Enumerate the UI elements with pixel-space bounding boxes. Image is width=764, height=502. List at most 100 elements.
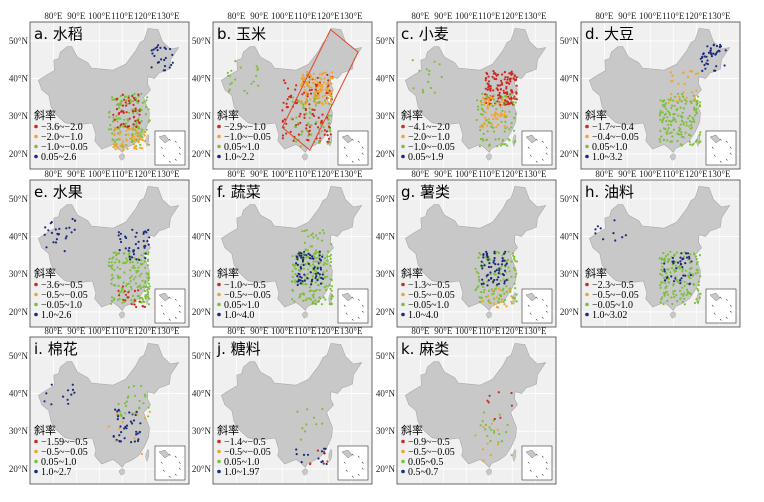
county-point [150, 66, 153, 69]
county-point [153, 54, 156, 58]
county-point [291, 100, 294, 103]
county-point [660, 298, 663, 301]
county-point [117, 284, 120, 287]
county-point [308, 89, 311, 92]
county-point [135, 430, 138, 433]
county-point [496, 250, 499, 254]
legend-heading: 斜率 [401, 108, 423, 122]
county-point [311, 108, 314, 111]
county-point [127, 94, 130, 98]
county-point [492, 70, 495, 73]
county-point [285, 102, 288, 105]
lon-tick-label: 110°E [662, 169, 685, 179]
county-point [500, 263, 504, 266]
county-point [706, 45, 709, 48]
county-point [680, 144, 684, 147]
county-point [119, 240, 123, 244]
county-point [709, 49, 712, 53]
county-point [694, 114, 697, 117]
county-point [138, 275, 141, 278]
county-point [303, 78, 306, 81]
inset-coast [341, 134, 353, 144]
county-point [327, 96, 330, 100]
county-point [318, 276, 321, 279]
county-point [486, 280, 489, 283]
county-point [499, 105, 502, 109]
inset-dash [545, 467, 548, 470]
lon-tick-label: 110°E [294, 326, 317, 336]
county-point [661, 281, 664, 284]
county-point [148, 410, 151, 413]
panel-frame [396, 179, 557, 328]
legend-item-label: −0.5~−0.05 [41, 447, 88, 458]
county-point [305, 129, 308, 132]
county-point [293, 279, 296, 282]
lat-tick-label: 40°N [9, 232, 29, 242]
inset-dash [729, 304, 732, 307]
lon-tick-label: 90°E [250, 11, 269, 21]
county-point [314, 104, 317, 107]
county-point [498, 267, 501, 270]
county-point [125, 111, 128, 114]
county-point [677, 261, 680, 264]
county-point [111, 264, 114, 267]
inset-dash [174, 158, 177, 161]
county-point [294, 281, 297, 284]
county-point [680, 133, 683, 136]
county-point [514, 275, 517, 278]
legend-item-label: −1.4~−0.5 [224, 437, 266, 448]
county-point [323, 261, 326, 264]
county-point [692, 120, 696, 123]
county-point [665, 131, 668, 134]
legend-item-label: −3.6~−0.5 [41, 280, 83, 291]
county-point [667, 280, 670, 284]
county-point [125, 283, 129, 286]
county-point [498, 269, 501, 272]
county-point [307, 252, 310, 255]
county-point [686, 282, 689, 285]
county-point [427, 80, 430, 83]
county-point [670, 131, 673, 134]
county-point [502, 278, 505, 281]
county-point [136, 286, 139, 289]
county-point [151, 52, 154, 55]
lon-tick-label: 120°E [317, 11, 340, 21]
county-point [117, 231, 120, 234]
county-point [291, 298, 294, 301]
legend-swatch [401, 124, 405, 129]
county-point [163, 58, 166, 62]
panel-6: 80°E 90°E 100°E 110°E 120°E 130°E50°N40°N30°N… [376, 169, 557, 328]
county-point [487, 401, 490, 404]
county-point [512, 254, 515, 257]
county-point [305, 283, 308, 286]
inset-dash [725, 316, 728, 319]
inset-dash [168, 475, 171, 478]
county-point [693, 253, 696, 256]
county-point [671, 74, 674, 77]
county-point [667, 261, 670, 264]
county-point [281, 134, 285, 137]
county-point [319, 89, 323, 92]
panel-title: i. 棉花 [34, 340, 78, 358]
county-point [664, 112, 667, 115]
county-point [132, 123, 135, 126]
county-point [685, 256, 689, 259]
county-point [111, 274, 114, 277]
legend-swatch [585, 154, 589, 159]
south-china-sea-inset [154, 288, 186, 324]
county-point [147, 228, 150, 232]
county-point [299, 84, 303, 88]
lat-tick-label: 20°N [9, 464, 29, 474]
county-point [307, 139, 310, 142]
china-landmass [405, 28, 547, 153]
county-point [284, 81, 287, 85]
county-point [297, 133, 300, 136]
county-point [118, 252, 121, 255]
county-point [311, 257, 314, 260]
county-point [303, 113, 306, 116]
county-point [685, 121, 688, 124]
county-point [679, 123, 682, 126]
county-point [480, 260, 483, 263]
county-point [306, 91, 309, 94]
county-point [508, 94, 511, 97]
